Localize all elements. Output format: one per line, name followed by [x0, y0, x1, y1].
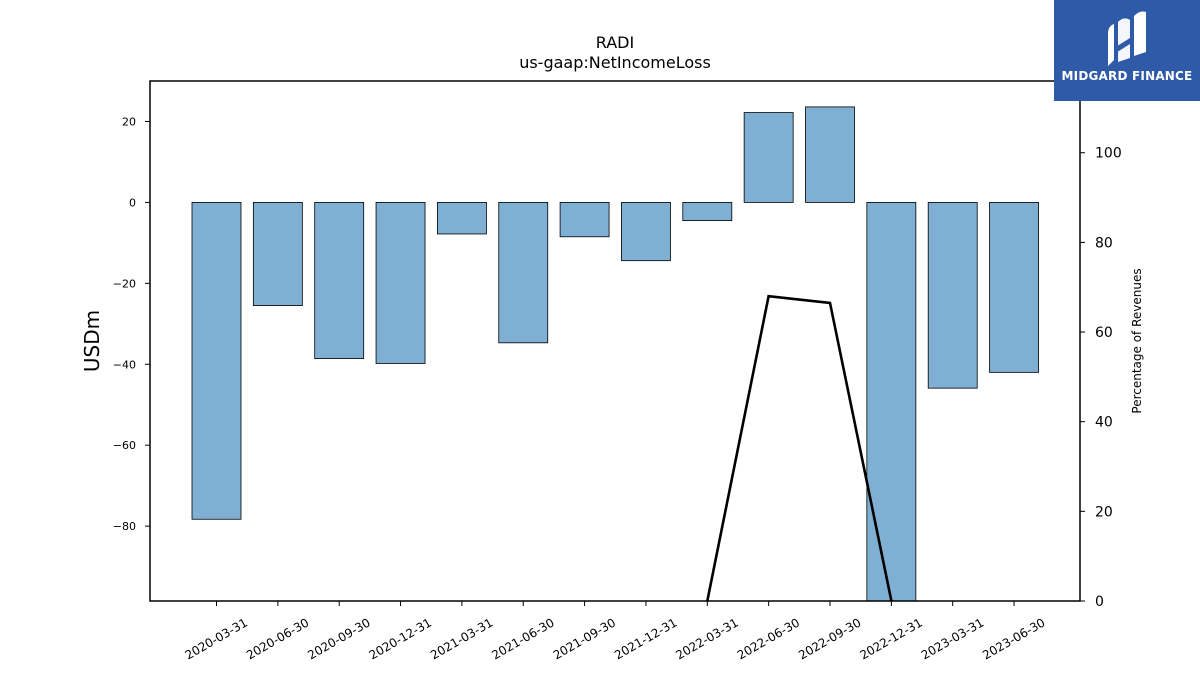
revenue-percentage-line [706, 294, 893, 601]
bar-2022-03-31 [682, 202, 733, 222]
y2-tick-label: 100 [1095, 146, 1122, 162]
x-tick-label: 2021-03-31 [428, 615, 495, 662]
x-tick-label: 2020-12-31 [367, 615, 434, 662]
x-tick-label: 2022-09-30 [796, 615, 863, 662]
bar-2021-03-31 [436, 202, 487, 235]
chart-subtitle: us-gaap:NetIncomeLoss [519, 53, 711, 72]
x-tick-label: 2023-03-31 [919, 615, 986, 662]
y-tick-label: −60 [113, 439, 136, 452]
bars-group [191, 106, 1039, 602]
y2-tick-label: 60 [1095, 325, 1113, 341]
x-tick-label: 2021-09-30 [551, 615, 618, 662]
y-axis-label: USDm [80, 310, 104, 372]
x-tick-label: 2022-12-31 [857, 615, 924, 662]
right-axis-ticks: 0 20 40 60 80 100 [1080, 146, 1122, 610]
x-tick-label: 2023-06-30 [980, 615, 1047, 662]
line-group [706, 294, 893, 601]
bar-2020-06-30 [252, 202, 303, 306]
x-tick-label: 2021-12-31 [612, 615, 679, 662]
chart-title: RADI [596, 33, 634, 52]
logo-mark-icon [1108, 11, 1146, 66]
y2-tick-label: 20 [1095, 504, 1113, 520]
bar-2021-12-31 [621, 202, 671, 262]
bar-2022-06-30 [743, 112, 794, 203]
bar-2020-03-31 [191, 202, 242, 520]
bar-2022-09-30 [805, 106, 855, 203]
y-tick-label: −80 [113, 520, 136, 533]
x-tick-label: 2022-06-30 [735, 615, 802, 662]
y-tick-label: −40 [113, 358, 136, 371]
y2-tick-label: 80 [1095, 235, 1113, 251]
brand-logo: MIDGARD FINANCE [1054, 0, 1200, 101]
bar-2020-12-31 [375, 202, 426, 364]
bar-2021-06-30 [498, 202, 549, 344]
y2-tick-label: 0 [1095, 594, 1104, 610]
x-tick-label: 2021-06-30 [489, 615, 556, 662]
left-axis-ticks: 20 0 −20 −40 −60 −80 [113, 115, 150, 533]
bar-2022-12-31 [866, 202, 917, 602]
x-tick-label: 2022-03-31 [673, 615, 740, 662]
bar-2023-06-30 [989, 202, 1039, 373]
x-axis-ticks: 2020-03-312020-06-302020-09-302020-12-31… [183, 601, 1048, 662]
y-tick-label: 20 [122, 115, 136, 128]
x-tick-label: 2020-03-31 [183, 615, 250, 662]
y2-tick-label: 40 [1095, 415, 1113, 431]
bar-2023-03-31 [927, 202, 978, 389]
plot-frame [149, 80, 1081, 602]
bar-2020-09-30 [314, 202, 365, 360]
y-tick-label: −20 [113, 277, 136, 290]
x-tick-label: 2020-06-30 [244, 615, 311, 662]
y-tick-label: 0 [129, 196, 136, 209]
y2-axis-label: Percentage of Revenues [1130, 268, 1144, 413]
x-tick-label: 2020-09-30 [305, 615, 372, 662]
logo-text: MIDGARD FINANCE [1061, 69, 1193, 83]
bar-2021-09-30 [559, 202, 610, 238]
